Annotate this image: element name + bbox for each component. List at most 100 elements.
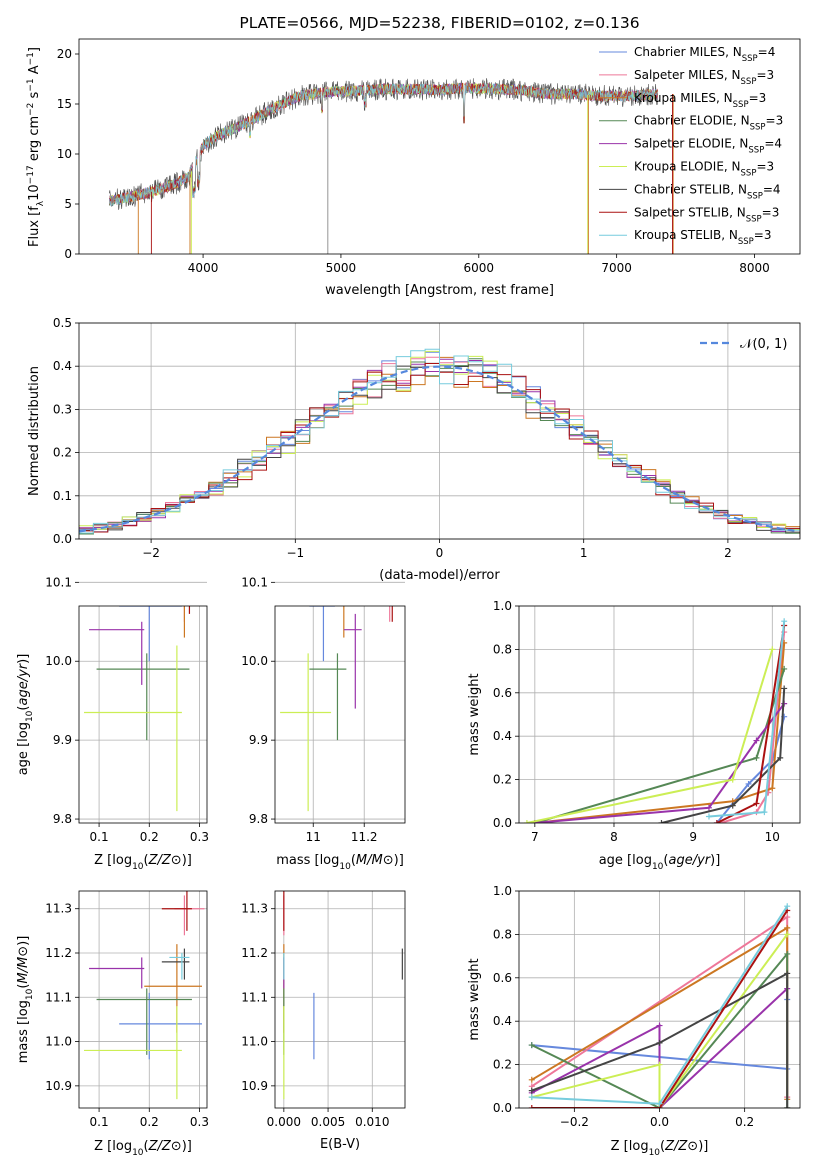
- x-tick-label: 7000: [601, 261, 632, 275]
- mass-weight-marker: [713, 820, 720, 823]
- x-axis-label: Z [log10(Z/Z⊙)]: [94, 1139, 192, 1158]
- x-tick-label: 0.3: [190, 1115, 209, 1129]
- y-axis-label: mass [log10(M/M⊙)]: [16, 936, 35, 1064]
- x-tick-label: 9: [689, 830, 697, 844]
- x-tick-label: 8000: [739, 261, 770, 275]
- y-axis-label: Normed distribution: [27, 366, 42, 496]
- x-tick-label: 0.1: [90, 830, 109, 844]
- x-tick-label: 4000: [188, 261, 219, 275]
- legend-label: Kroupa MILES, NSSP=3: [634, 91, 766, 110]
- x-tick-label: 11: [306, 830, 321, 844]
- y-tick-label: 10: [57, 147, 72, 161]
- plot-area: [283, 891, 403, 1100]
- y-tick-label: 1.0: [493, 599, 512, 613]
- mass-weight-marker: [753, 800, 760, 807]
- mass-weight-marker: [528, 1094, 535, 1101]
- normal-curve: [79, 365, 798, 533]
- mass-weight-marker: [729, 776, 736, 783]
- mass-weight-marker: [656, 1039, 663, 1046]
- mass-weight-marker: [784, 924, 791, 931]
- y-tick-label: 0.0: [493, 816, 512, 830]
- x-axis-label: age [log10(age/yr)]: [599, 853, 721, 872]
- mass-weight-marker: [528, 1076, 535, 1083]
- y-tick-label: 11.2: [241, 946, 268, 960]
- legend-label: Salpeter STELIB, NSSP=3: [634, 205, 779, 224]
- y-axis-label: mass weight: [467, 958, 482, 1040]
- mass-weight-marker: [528, 1042, 535, 1049]
- y-tick-label: 0.4: [493, 1014, 512, 1028]
- y-tick-label: 11.1: [45, 990, 72, 1004]
- mass-weight-line: [531, 933, 789, 1108]
- legend-label: Kroupa ELODIE, NSSP=3: [634, 160, 774, 179]
- mass-weight-marker: [658, 820, 665, 823]
- y-tick-label: 11.3: [45, 902, 72, 916]
- mass-weight-marker: [523, 820, 530, 823]
- x-tick-label: 0: [436, 546, 444, 560]
- mass-weight-marker: [528, 1105, 535, 1108]
- plot-area: [280, 606, 393, 812]
- plot-area: [79, 348, 800, 537]
- x-tick-label: 2: [724, 546, 732, 560]
- mass-weight-marker: [656, 1061, 663, 1068]
- mass-weight-marker: [656, 1022, 663, 1029]
- y-tick-label: 10.9: [241, 1079, 268, 1093]
- mass-weight-marker: [705, 804, 712, 811]
- age-vs-mass-axes: 11 11.2 9.8 9.9 10.0 10.1: [241, 575, 406, 844]
- y-tick-label: 0.8: [493, 642, 512, 656]
- mass-weight-line: [534, 702, 785, 823]
- legend-label: Salpeter MILES, NSSP=3: [634, 68, 774, 87]
- plot-area: [84, 891, 205, 1100]
- y-tick-label: 0: [64, 247, 72, 261]
- y-tick-label: 0.6: [493, 686, 512, 700]
- x-axis-label: mass [log10(M/M⊙)]: [276, 853, 404, 872]
- mass-weight-line: [534, 642, 786, 823]
- y-tick-label: 0.0: [493, 1101, 512, 1115]
- y-tick-label: 0.2: [493, 773, 512, 787]
- mass-weight-line: [720, 631, 786, 823]
- x-tick-label: 0.005: [311, 1115, 345, 1129]
- y-tick-label: 11.1: [241, 990, 268, 1004]
- mass-weight-marker: [761, 809, 768, 816]
- y-tick-label: 10.0: [45, 654, 72, 668]
- mass-weight-marker: [769, 785, 776, 792]
- y-tick-label: 9.9: [53, 733, 72, 747]
- x-axis-label: wavelength [Angstrom, rest frame]: [325, 283, 554, 298]
- x-axis-label: (data-model)/error: [379, 568, 500, 583]
- x-tick-label: 0.010: [355, 1115, 389, 1129]
- y-tick-label: 20: [57, 47, 72, 61]
- y-tick-label: 10.1: [241, 575, 268, 589]
- chart-title: PLATE=0566, MJD=52238, FIBERID=0102, z=0…: [239, 14, 639, 32]
- x-tick-label: −0.2: [560, 1115, 589, 1129]
- y-axis-label: Flux [fλ10−17 erg cm−2 s−1 A−1]: [26, 47, 46, 247]
- y-tick-label: 9.9: [249, 733, 268, 747]
- x-tick-label: 1: [580, 546, 588, 560]
- y-tick-label: 15: [57, 97, 72, 111]
- y-tick-label: 11.2: [45, 946, 72, 960]
- x-tick-label: 11.2: [351, 830, 378, 844]
- y-tick-label: 0.4: [53, 359, 72, 373]
- y-tick-label: 9.8: [249, 812, 268, 826]
- y-tick-label: 9.8: [53, 812, 72, 826]
- plot-area: [528, 903, 791, 1108]
- mass-weight-marker: [745, 780, 752, 787]
- x-axis-label: E(B-V): [320, 1137, 360, 1152]
- mass-weight-vs-Z-axes: −0.2 0.0 0.2 0.0 0.2 0.4 0.6 0.8 1.0: [493, 884, 801, 1129]
- mass-weight-marker: [777, 754, 784, 761]
- mass-weight-marker: [781, 665, 788, 672]
- y-tick-label: 10.9: [45, 1079, 72, 1093]
- axes-frame: [78, 605, 208, 824]
- mass-weight-marker: [784, 950, 791, 957]
- y-tick-label: 0.4: [493, 729, 512, 743]
- x-tick-label: 10: [765, 830, 780, 844]
- y-axis-label: age [log10(age/yr)]: [16, 654, 35, 776]
- y-tick-label: 11.0: [241, 1035, 268, 1049]
- mass-vs-ebv-axes: 0.000 0.005 0.010 10.9 11.0 11.1 11.2 11.3: [241, 890, 406, 1129]
- mass-weight-marker: [753, 754, 760, 761]
- axes-frame: [78, 38, 801, 255]
- mass-weight-marker: [784, 970, 791, 977]
- mass-weight-marker: [781, 685, 788, 692]
- mass-weight-marker: [705, 813, 712, 820]
- legend-label: Chabrier STELIB, NSSP=4: [634, 182, 781, 201]
- plot-area: [109, 78, 674, 254]
